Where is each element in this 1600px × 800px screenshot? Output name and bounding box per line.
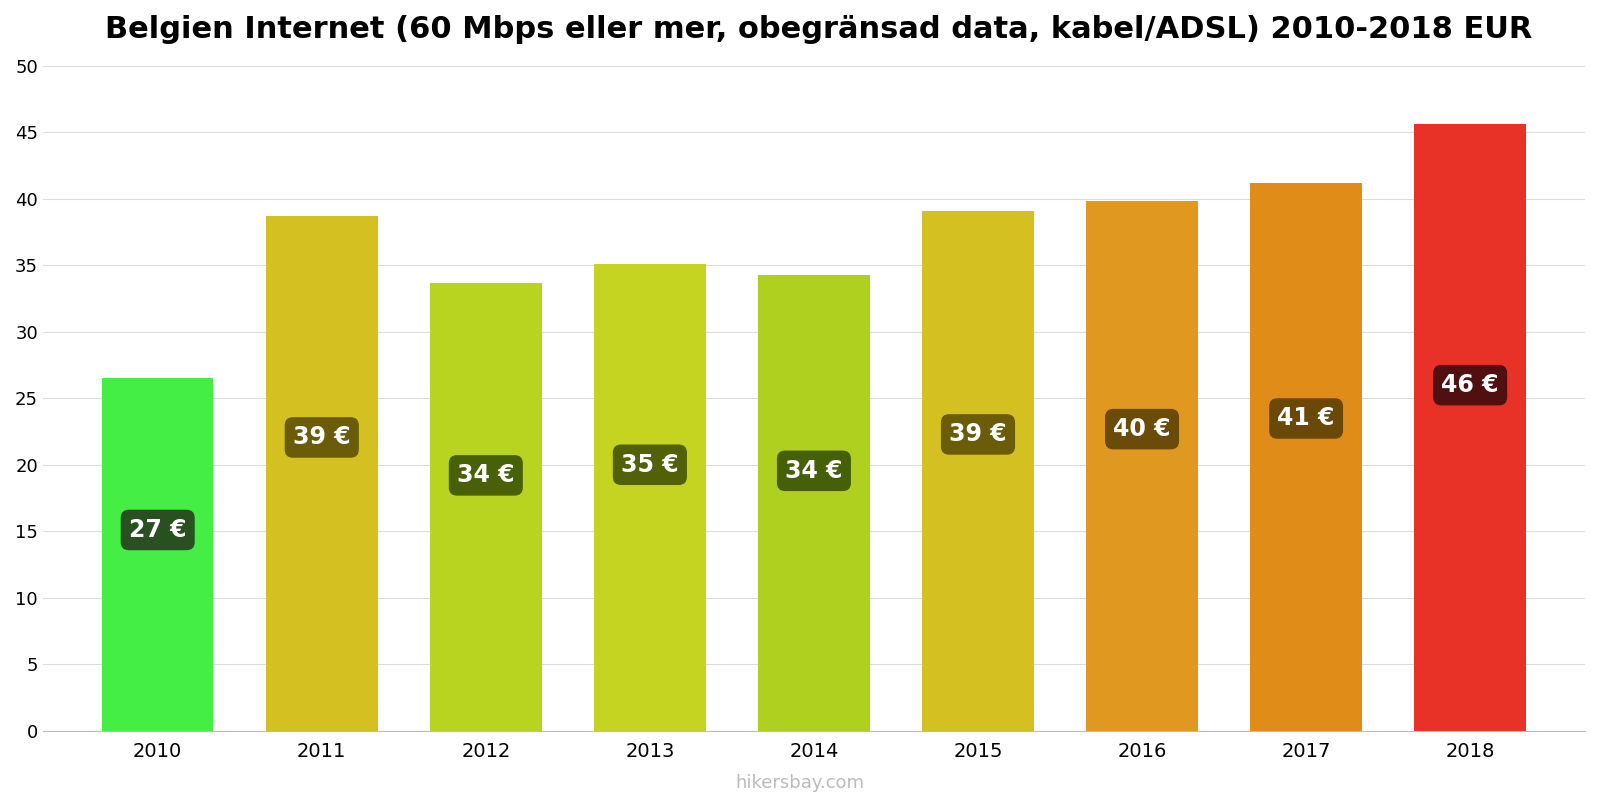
- Bar: [266, 216, 378, 731]
- Text: hikersbay.com: hikersbay.com: [736, 774, 864, 792]
- Text: 34 €: 34 €: [458, 463, 515, 487]
- Text: Belgien Internet (60 Mbps eller mer, obegränsad data, kabel/ADSL) 2010-2018 EUR: Belgien Internet (60 Mbps eller mer, obe…: [104, 15, 1531, 44]
- Text: 34 €: 34 €: [786, 459, 843, 483]
- Bar: [430, 282, 541, 731]
- Bar: [922, 210, 1034, 731]
- Bar: [594, 264, 706, 731]
- Text: 27 €: 27 €: [130, 518, 187, 542]
- Text: 39 €: 39 €: [293, 426, 350, 450]
- Text: 41 €: 41 €: [1277, 406, 1334, 430]
- Text: 40 €: 40 €: [1114, 417, 1171, 441]
- Text: 39 €: 39 €: [949, 422, 1006, 446]
- Text: 46 €: 46 €: [1442, 373, 1499, 397]
- Bar: [102, 378, 213, 731]
- Bar: [1414, 124, 1526, 731]
- Bar: [758, 274, 870, 731]
- Bar: [1086, 202, 1198, 731]
- Text: 35 €: 35 €: [621, 453, 678, 477]
- Bar: [1250, 183, 1362, 731]
